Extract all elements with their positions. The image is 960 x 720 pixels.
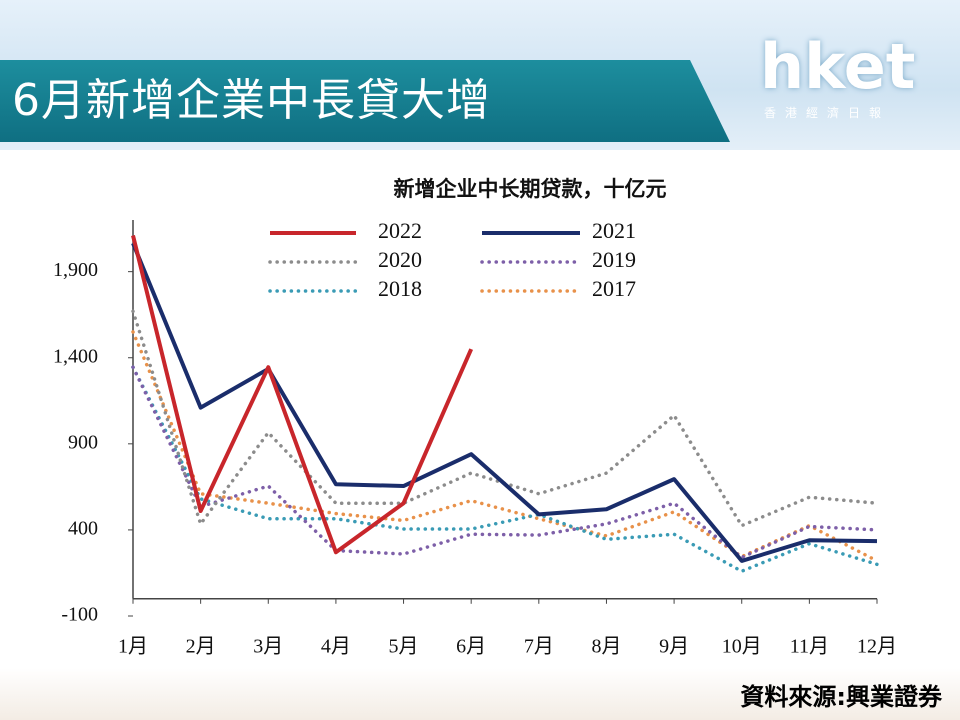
- x-tick-label: 2月: [186, 636, 216, 658]
- y-tick-label: 1,400: [53, 345, 98, 367]
- x-tick-label: 7月: [524, 636, 554, 658]
- legend-label: 2022: [378, 218, 422, 243]
- footer-background: [0, 668, 960, 720]
- x-tick-label: 3月: [253, 636, 283, 658]
- logo-subtitle: 香港經濟日報: [764, 106, 891, 120]
- chart-title: 新增企业中长期贷款，十亿元: [394, 177, 667, 201]
- series-line: [131, 235, 474, 555]
- x-tick-label: 10月: [722, 636, 762, 658]
- y-tick-label: 900: [68, 431, 98, 453]
- x-tick-label: 11月: [790, 636, 829, 658]
- x-tick-label: 4月: [321, 636, 351, 658]
- series-line: [131, 365, 879, 574]
- logo: hket: [760, 30, 916, 103]
- legend-label: 2021: [592, 218, 636, 243]
- source: 資料來源:興業證券: [740, 683, 942, 711]
- x-tick-label: 12月: [857, 636, 897, 658]
- legend-label: 2017: [592, 276, 636, 301]
- y-tick-label: -100: [61, 604, 98, 626]
- x-tick-label: 6月: [456, 636, 486, 658]
- y-tick-label: 1,900: [53, 259, 98, 281]
- x-tick-label: 1月: [118, 636, 148, 658]
- chart: 新增企业中长期贷款，十亿元 -100 400 900 1,400 1,900 1月 2月 3月…: [53, 177, 897, 658]
- series-line: [131, 365, 879, 560]
- x-tick-label: 5月: [389, 636, 419, 658]
- x-tick-label: 9月: [659, 636, 689, 658]
- series-line: [131, 242, 878, 563]
- legend-label: 2020: [378, 247, 422, 272]
- series-line: [131, 330, 879, 563]
- legend-label: 2018: [378, 276, 422, 301]
- y-tick-label: 400: [68, 518, 98, 540]
- legend-label: 2019: [592, 247, 636, 272]
- title-band: [0, 60, 730, 142]
- page-title: 6月新增企業中長貸大增: [12, 75, 491, 126]
- x-tick-label: 8月: [591, 636, 621, 658]
